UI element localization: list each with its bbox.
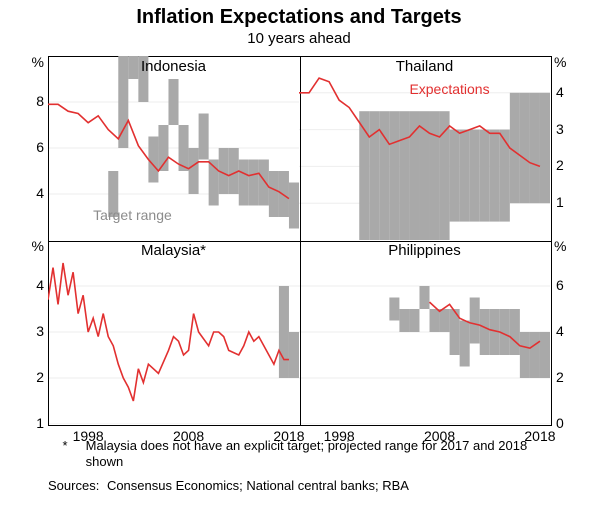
y-unit-indonesia: %: [24, 54, 44, 70]
y-unit-thailand: %: [554, 54, 566, 70]
sources-text: Consensus Economics; National central ba…: [103, 478, 409, 493]
ytick-malaysia-2: 2: [20, 369, 44, 385]
panel-philippines: [299, 240, 550, 424]
ytick-indonesia-6: 6: [20, 139, 44, 155]
ytick-philippines-2: 2: [556, 369, 564, 385]
y-unit-malaysia: %: [24, 238, 44, 254]
figure-title: Inflation Expectations and Targets: [0, 6, 598, 29]
panel-title-indonesia: Indonesia: [48, 58, 299, 75]
target-range: [359, 93, 550, 240]
ytick-philippines-4: 4: [556, 323, 564, 339]
panel-title-malaysia: Malaysia*: [48, 242, 299, 259]
annotation-thailand: Expectations: [409, 81, 489, 97]
y-unit-philippines: %: [554, 238, 566, 254]
ytick-thailand-4: 4: [556, 84, 564, 100]
ytick-malaysia-3: 3: [20, 323, 44, 339]
panel-indonesia: [48, 56, 299, 240]
panel-title-thailand: Thailand: [299, 58, 550, 75]
target-range: [279, 286, 299, 378]
annotation-indonesia: Target range: [93, 207, 172, 223]
ytick-malaysia-4: 4: [20, 277, 44, 293]
figure-subtitle: 10 years ahead: [0, 30, 598, 47]
ytick-philippines-6: 6: [556, 277, 564, 293]
sources: Sources: Consensus Economics; National c…: [48, 478, 558, 494]
panel-title-philippines: Philippines: [299, 242, 550, 259]
footnote: * Malaysia does not have an explicit tar…: [48, 438, 558, 471]
ytick-thailand-3: 3: [556, 121, 564, 137]
target-range: [389, 286, 550, 378]
ytick-indonesia-8: 8: [20, 93, 44, 109]
footnote-text: Malaysia does not have an explicit targe…: [86, 438, 546, 471]
ytick-thailand-1: 1: [556, 194, 564, 210]
figure-root: Inflation Expectations and Targets 10 ye…: [0, 0, 598, 505]
sources-label: Sources:: [48, 478, 99, 493]
ytick-malaysia-1: 1: [20, 415, 44, 431]
ytick-thailand-2: 2: [556, 157, 564, 173]
ytick-indonesia-4: 4: [20, 185, 44, 201]
panel-malaysia: [48, 240, 299, 424]
footnote-marker: *: [48, 438, 82, 454]
